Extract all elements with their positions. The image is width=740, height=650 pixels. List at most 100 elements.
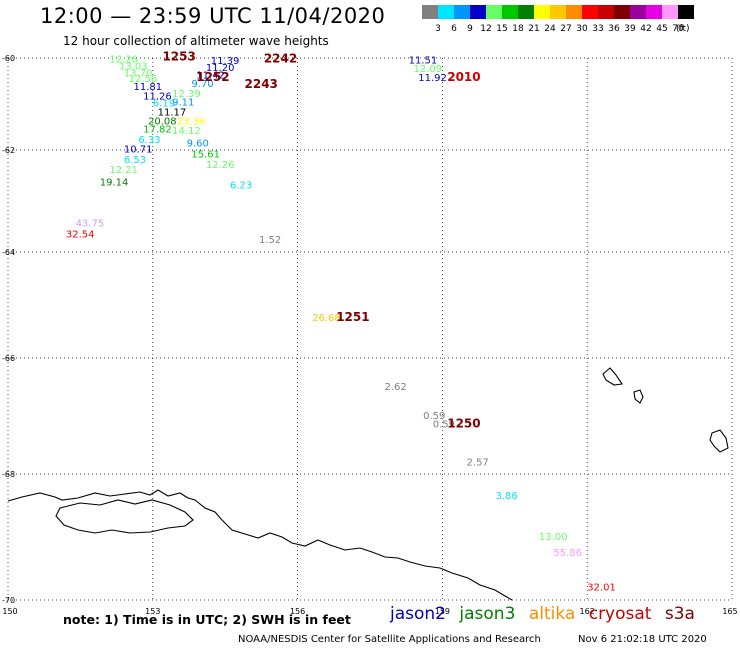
legend-swatch (662, 5, 678, 19)
wave-height-label: 26.68 (312, 313, 341, 324)
legend-tick-label: 39 (624, 24, 636, 33)
coastline (7, 489, 513, 601)
lat-tick-label: -70 (2, 596, 15, 605)
legend-swatch (438, 5, 454, 19)
legend-tick-label: 15 (496, 24, 507, 33)
credit-line: NOAA/NESDIS Center for Satellite Applica… (238, 634, 541, 645)
pass-time-label: 2243 (245, 77, 278, 91)
wave-height-label: 9.60 (187, 138, 209, 149)
wave-height-label: 12.26 (109, 55, 138, 66)
wave-height-label: 12.21 (109, 165, 138, 176)
legend-tick-label: 70 (672, 24, 684, 33)
wave-height-label: 9.70 (191, 79, 213, 90)
units-note: note: 1) Time is in UTC; 2) SWH is in fe… (63, 612, 351, 627)
map-title: 12:00 — 23:59 UTC 11/04/2020 (40, 4, 386, 28)
legend-tick-label: 27 (560, 24, 571, 33)
wave-height-label: 11.51 (409, 56, 438, 67)
legend-tick-label: 12 (480, 24, 491, 33)
legend-swatch (646, 5, 662, 19)
lon-tick-label: 159 (435, 607, 450, 616)
wave-height-label: 13.70 (124, 68, 153, 79)
lat-tick-label: -60 (2, 54, 15, 63)
legend-swatch (678, 5, 694, 19)
legend-swatch (550, 5, 566, 19)
legend-tick-label: 36 (608, 24, 620, 33)
legend-tick-label: 6 (451, 24, 457, 33)
legend-tick-label: 33 (592, 24, 603, 33)
lat-tick-label: -68 (2, 470, 15, 479)
wave-height-label: 6.33 (138, 135, 160, 146)
wave-height-label: 43.75 (76, 219, 105, 230)
wave-height-label: 23.36 (177, 117, 206, 128)
wave-height-label: 0.59 (433, 420, 455, 431)
wave-height-label: 19.14 (100, 178, 129, 189)
satellite-jason3: jason3 (459, 604, 516, 624)
wave-height-label: 12.26 (206, 160, 235, 171)
wave-height-label: 13.03 (119, 62, 148, 73)
wave-height-label: 15.61 (191, 150, 220, 161)
pass-time-label: 1251 (336, 310, 369, 324)
wave-height-label: 55.86 (553, 548, 582, 559)
satellite-altika: altika (528, 604, 576, 624)
wave-height-label: 10.71 (124, 145, 153, 156)
wave-height-label: 2.62 (384, 382, 406, 393)
wave-height-label: 11.81 (133, 82, 162, 93)
legend-tick-label: 45 (656, 24, 667, 33)
wave-height-label: 6.53 (124, 155, 146, 166)
wave-height-label: 3.86 (495, 491, 517, 502)
lat-tick-label: -66 (2, 354, 15, 363)
legend-tick-label: 30 (576, 24, 588, 33)
legend-swatch (630, 5, 646, 19)
wave-height-label: 32.01 (587, 583, 616, 594)
legend-tick-label: 42 (640, 24, 651, 33)
wave-height-label: 13.00 (539, 532, 568, 543)
satellite-legend: jason2 jason3 altika cryosat s3a (390, 604, 703, 624)
pass-time-label: 2242 (264, 52, 297, 66)
legend-swatch (470, 5, 486, 19)
pass-time-label: 1253 (162, 49, 195, 63)
wave-height-label: 11.42 (196, 71, 225, 82)
wave-height-label: 12.39 (172, 89, 201, 100)
wave-height-label: 11.20 (206, 63, 235, 74)
pass-time-label: 1252 (196, 70, 229, 84)
wave-height-label: 0.59 (423, 411, 445, 422)
generated-timestamp: Nov 6 21:02:18 UTC 2020 (578, 634, 707, 645)
coastline-bay (55, 499, 194, 534)
wave-height-label: 17.82 (143, 125, 172, 136)
lon-tick-label: 150 (2, 607, 17, 616)
wave-height-label: 6.23 (230, 180, 252, 191)
island (709, 429, 729, 453)
legend-unit: (ft) (676, 24, 690, 33)
lon-tick-label: 153 (145, 607, 160, 616)
island (602, 367, 623, 386)
lon-tick-label: 156 (290, 607, 305, 616)
wave-height-label: 11.92 (418, 73, 447, 84)
legend-tick-label: 21 (528, 24, 539, 33)
wave-height-label: 32.54 (66, 230, 95, 241)
legend-tick-label: 3 (435, 24, 441, 33)
legend-swatch (422, 5, 438, 19)
legend-swatch (582, 5, 598, 19)
legend-swatch (502, 5, 518, 19)
legend-swatch (534, 5, 550, 19)
legend-swatch (598, 5, 614, 19)
legend-tick-label: 24 (544, 24, 556, 33)
wave-height-label: 2.57 (467, 457, 489, 468)
lon-tick-label: 162 (580, 607, 595, 616)
satellite-s3a: s3a (664, 604, 695, 624)
legend-swatch (486, 5, 502, 19)
wave-height-label: 11.39 (211, 56, 240, 67)
wave-height-label: 9.11 (172, 97, 194, 108)
wave-height-label: 14.12 (172, 126, 201, 137)
legend-swatch (454, 5, 470, 19)
island (633, 389, 644, 404)
lat-tick-label: -64 (2, 248, 15, 257)
map-subtitle: 12 hour collection of altimeter wave hei… (63, 34, 329, 48)
legend-tick-label: 18 (512, 24, 524, 33)
pass-time-label: 1250 (447, 417, 480, 431)
pass-time-label: 2010 (447, 70, 480, 84)
legend-swatch (518, 5, 534, 19)
legend-tick-label: 9 (467, 24, 473, 33)
wave-height-label: 20.08 (148, 117, 177, 128)
